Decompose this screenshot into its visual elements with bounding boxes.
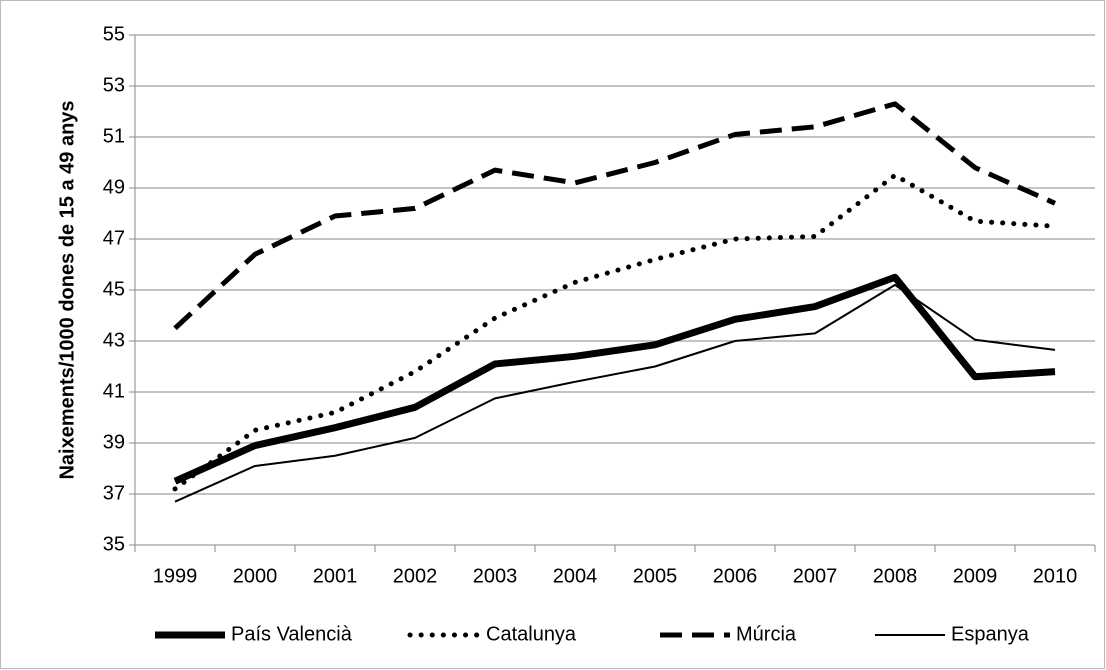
line-series [172,172,1058,492]
x-tick-label: 2006 [713,565,758,587]
y-axis-label: Naixements/1000 dones de 15 a 49 anys [56,100,78,479]
legend-label: País Valencià [231,623,353,645]
x-tick-label: 2002 [393,565,438,587]
legend-label: Espanya [951,623,1030,645]
y-tick-label: 47 [103,227,125,249]
y-tick-label: 37 [103,482,125,504]
x-tick-label: 1999 [153,565,198,587]
y-tick-label: 49 [103,176,125,198]
x-tick-label: 2008 [873,565,918,587]
y-tick-label: 55 [103,23,125,45]
y-tick-label: 53 [103,74,125,96]
x-tick-label: 2000 [233,565,278,587]
x-tick-label: 2001 [313,565,358,587]
line-series [173,101,1057,331]
x-tick-label: 2003 [473,565,518,587]
x-tick-label: 2004 [553,565,598,587]
x-tick-label: 2007 [793,565,838,587]
y-tick-label: 51 [103,125,125,147]
legend-label: Catalunya [486,623,577,645]
x-tick-label: 2005 [633,565,678,587]
y-tick-label: 43 [103,329,125,351]
y-tick-label: 41 [103,380,125,402]
legend-label: Múrcia [736,623,797,645]
x-tick-label: 2010 [1033,565,1078,587]
y-tick-label: 45 [103,278,125,300]
line-series [174,283,1056,503]
y-tick-label: 35 [103,533,125,555]
x-tick-label: 2009 [953,565,998,587]
y-tick-label: 39 [103,431,125,453]
